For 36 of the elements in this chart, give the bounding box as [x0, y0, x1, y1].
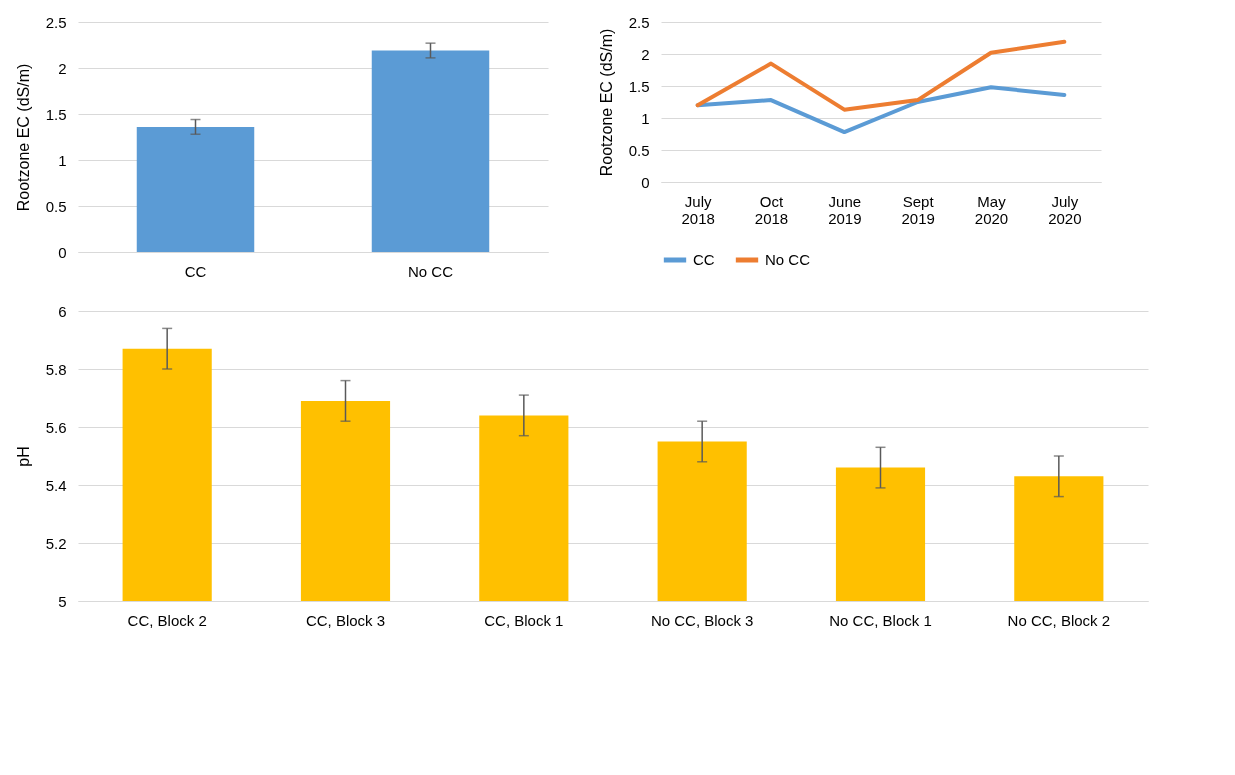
x-tick-label: May 2020	[974, 192, 1009, 227]
y-tick-label: 1	[641, 109, 650, 127]
y-axis-title: Rootzone EC (dS/m)	[14, 63, 32, 212]
x-tick-label: CC, Block 1	[484, 611, 564, 629]
y-tick-label: 0.5	[628, 141, 650, 159]
y-tick-label: 5.6	[45, 418, 67, 436]
x-tick-label: No CC, Block 2	[1007, 611, 1111, 629]
y-tick-label: 1.5	[45, 105, 67, 123]
legend-label: CC	[693, 251, 715, 268]
y-tick-label: 6	[58, 302, 67, 320]
x-tick-label: Oct 2018	[754, 192, 789, 227]
x-tick-label: June 2019	[828, 192, 862, 227]
x-tick-label: July 2020	[1048, 192, 1082, 227]
y-tick-label: 2.5	[628, 13, 650, 31]
legend-label: No CC	[765, 251, 811, 268]
y-tick-label: 0.5	[45, 197, 67, 215]
x-tick-label: CC, Block 2	[127, 611, 207, 629]
y-tick-label: 1.5	[628, 77, 650, 95]
y-tick-label: 0	[58, 243, 67, 261]
y-tick-label: 5	[58, 592, 67, 610]
x-tick-label: No CC, Block 1	[829, 611, 932, 629]
y-tick-label: 2	[641, 45, 650, 63]
y-axis-title: Rootzone EC (dS/m)	[597, 28, 615, 177]
y-tick-label: 2	[58, 59, 67, 77]
x-tick-label: No CC, Block 3	[650, 611, 754, 629]
y-axis-title: pH	[14, 446, 32, 467]
x-tick-label: CC, Block 3	[305, 611, 386, 629]
y-tick-label: 1	[58, 151, 67, 169]
y-tick-label: 0	[641, 173, 650, 191]
line-series	[695, 39, 1067, 112]
y-tick-label: 5.4	[45, 476, 67, 494]
x-tick-label: July 2018	[681, 192, 715, 227]
y-tick-label: 5.8	[45, 360, 67, 378]
y-tick-label: 2.5	[45, 13, 67, 31]
x-tick-label: Sept 2019	[901, 192, 935, 227]
y-tick-label: 5.2	[45, 534, 67, 552]
